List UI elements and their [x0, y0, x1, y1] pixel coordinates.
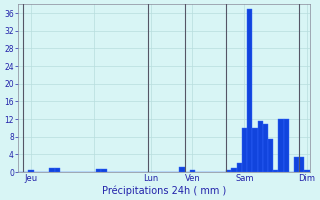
Bar	[231, 168, 237, 172]
Bar	[242, 128, 247, 172]
X-axis label: Précipitations 24h ( mm ): Précipitations 24h ( mm )	[102, 185, 226, 196]
Bar	[273, 170, 278, 172]
Bar	[284, 119, 289, 172]
Bar	[180, 167, 185, 172]
Bar	[101, 169, 107, 172]
Bar	[294, 157, 299, 172]
Bar	[252, 128, 258, 172]
Bar	[237, 163, 242, 172]
Bar	[49, 168, 54, 172]
Bar	[247, 9, 252, 172]
Bar	[226, 170, 231, 172]
Bar	[190, 170, 195, 172]
Bar	[263, 124, 268, 172]
Bar	[278, 119, 284, 172]
Bar	[258, 121, 263, 172]
Bar	[268, 139, 273, 172]
Bar	[28, 170, 34, 172]
Bar	[54, 168, 60, 172]
Bar	[299, 157, 304, 172]
Bar	[96, 169, 101, 172]
Bar	[304, 170, 309, 172]
